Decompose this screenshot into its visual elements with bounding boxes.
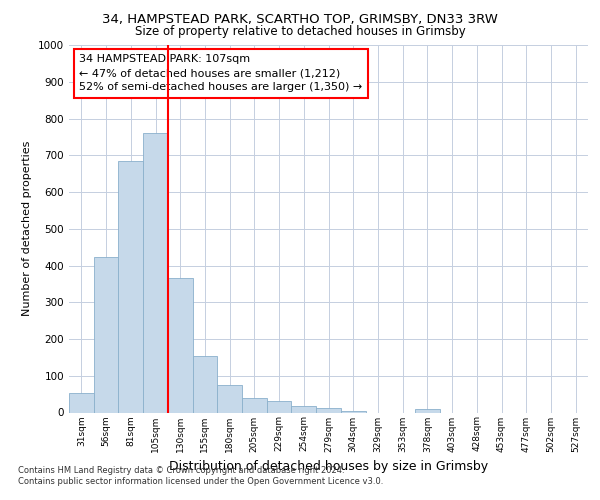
Text: 34, HAMPSTEAD PARK, SCARTHO TOP, GRIMSBY, DN33 3RW: 34, HAMPSTEAD PARK, SCARTHO TOP, GRIMSBY… [102, 12, 498, 26]
Bar [118, 161, 143, 412]
Bar [341, 410, 365, 412]
Text: Contains HM Land Registry data © Crown copyright and database right 2024.: Contains HM Land Registry data © Crown c… [18, 466, 344, 475]
Bar [217, 385, 242, 412]
Bar [292, 406, 316, 412]
Bar [94, 258, 118, 412]
Bar [193, 356, 217, 412]
Text: Size of property relative to detached houses in Grimsby: Size of property relative to detached ho… [134, 25, 466, 38]
Text: Contains public sector information licensed under the Open Government Licence v3: Contains public sector information licen… [18, 478, 383, 486]
Bar [143, 133, 168, 412]
Y-axis label: Number of detached properties: Number of detached properties [22, 141, 32, 316]
Bar [267, 402, 292, 412]
Text: 34 HAMPSTEAD PARK: 107sqm
← 47% of detached houses are smaller (1,212)
52% of se: 34 HAMPSTEAD PARK: 107sqm ← 47% of detac… [79, 54, 362, 92]
Bar [168, 278, 193, 412]
X-axis label: Distribution of detached houses by size in Grimsby: Distribution of detached houses by size … [169, 460, 488, 473]
Bar [415, 409, 440, 412]
Bar [316, 408, 341, 412]
Bar [69, 394, 94, 412]
Bar [242, 398, 267, 412]
